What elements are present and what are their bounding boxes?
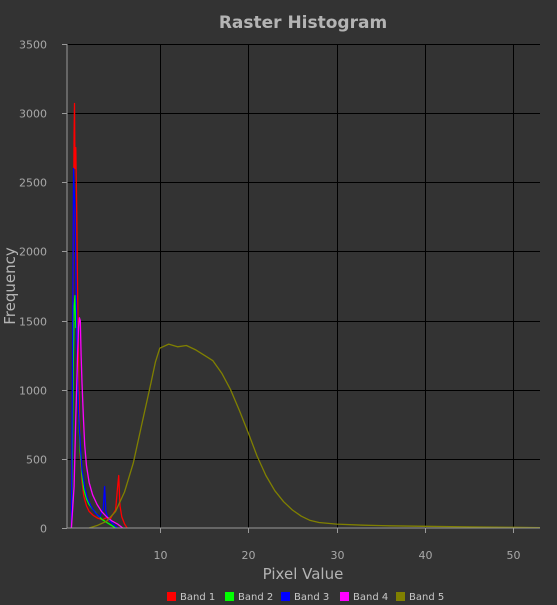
legend-swatch (281, 592, 290, 601)
legend-swatch (340, 592, 349, 601)
y-tick-label: 2500 (19, 177, 47, 190)
legend-label: Band 5 (409, 592, 444, 603)
y-tick-label: 3000 (19, 108, 47, 121)
x-axis-label: Pixel Value (263, 565, 344, 583)
legend-label: Band 1 (180, 592, 215, 603)
legend-label: Band 4 (353, 592, 388, 603)
x-tick-label: 40 (419, 549, 433, 562)
series-line-band-1 (70, 102, 128, 529)
x-tick-label: 50 (507, 549, 521, 562)
y-tick-label: 1000 (19, 385, 47, 398)
legend-label: Band 2 (238, 592, 273, 603)
legend-item-band-1: Band 1 (167, 592, 215, 603)
tick-labels: 0 500 1000 1500 2000 2500 3000 3500 10 20 30 40 50 (19, 39, 521, 563)
legend: Band 1 Band 2 Band 3 Band 4 Band 5 (167, 592, 444, 603)
x-tick-label: 10 (154, 549, 168, 562)
series-line-band-4 (70, 317, 124, 529)
legend-swatch (225, 592, 234, 601)
y-tick-label: 2000 (19, 246, 47, 259)
x-tick-label: 20 (242, 549, 256, 562)
chart-title: Raster Histogram (219, 13, 387, 33)
legend-swatch (396, 592, 405, 601)
series-line-band-5 (88, 343, 541, 529)
legend-item-band-3: Band 3 (281, 592, 329, 603)
series-layer (70, 102, 541, 529)
y-tick-label: 1500 (19, 316, 47, 329)
legend-item-band-2: Band 2 (225, 592, 273, 603)
y-axis-label: Frequency (1, 247, 19, 325)
grid-lines (67, 44, 540, 528)
legend-swatch (167, 592, 176, 601)
legend-item-band-5: Band 5 (396, 592, 444, 603)
series-line-band-3 (70, 167, 118, 529)
legend-label: Band 3 (294, 592, 329, 603)
legend-item-band-4: Band 4 (340, 592, 388, 603)
y-tick-label: 3500 (19, 39, 47, 52)
y-tick-label: 500 (26, 454, 47, 467)
x-tick-label: 30 (331, 549, 345, 562)
y-tick-label: 0 (40, 523, 47, 536)
